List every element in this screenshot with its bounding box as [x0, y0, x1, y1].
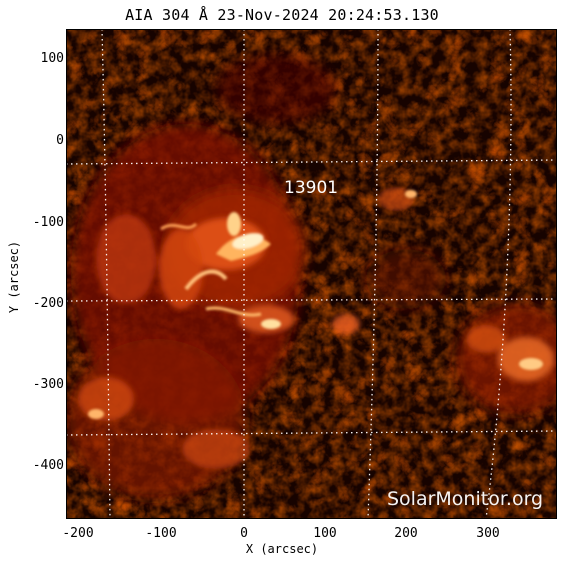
y-tick: -200 [32, 296, 64, 311]
x-tick: -200 [62, 526, 94, 541]
y-tick: -300 [32, 377, 64, 392]
watermark-text: SolarMonitor.org [387, 488, 544, 510]
y-tick: 0 [56, 133, 64, 148]
y-tick: -400 [32, 458, 64, 473]
y-tick: 100 [40, 51, 64, 66]
solar-image [66, 29, 557, 519]
image-title: AIA 304 Å 23-Nov-2024 20:24:53.130 [125, 6, 439, 24]
region-label: 13901 [284, 178, 339, 198]
x-tick: 200 [394, 526, 418, 541]
x-tick: 300 [476, 526, 500, 541]
x-tick: 100 [313, 526, 337, 541]
solar-image-svg [66, 29, 557, 519]
x-tick: -100 [145, 526, 177, 541]
y-axis-label: Y (arcsec) [7, 240, 21, 314]
y-tick: -100 [32, 215, 64, 230]
x-axis-label: X (arcsec) [245, 542, 319, 556]
coordinate-grid [66, 29, 557, 519]
x-tick: 0 [240, 526, 248, 541]
